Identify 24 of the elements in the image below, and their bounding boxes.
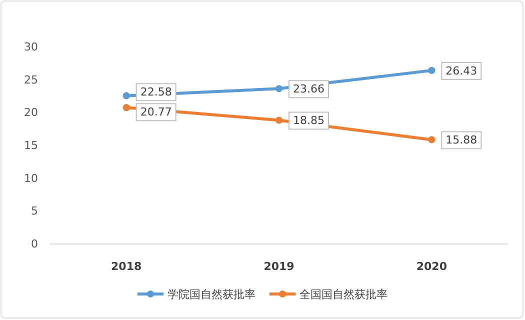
point [428,66,436,74]
y-tick-label: 10 [24,172,38,185]
y-tick-label: 25 [24,73,38,86]
point [275,116,283,124]
y-tick-label: 5 [31,204,38,218]
data-label: 26.43 [446,64,478,78]
point [122,104,130,112]
data-label: 15.88 [446,134,478,147]
legend-label: 学院国自然获批率 [168,288,256,301]
point [428,136,436,144]
y-tick-label: 15 [24,139,38,152]
point [275,85,283,92]
y-tick-label: 30 [24,40,38,54]
x-tick-label: 2020 [416,260,448,273]
y-tick-label: 0 [31,238,38,251]
legend-label: 全国国自然获批率 [300,288,388,301]
x-tick-label: 2018 [111,260,142,273]
y-tick-label: 20 [24,106,38,120]
data-label: 20.77 [140,106,172,119]
data-label: 18.85 [293,114,324,128]
data-label: 23.66 [293,82,324,96]
x-tick-label: 2019 [264,260,294,273]
data-label: 22.58 [140,86,172,99]
point [122,92,130,100]
